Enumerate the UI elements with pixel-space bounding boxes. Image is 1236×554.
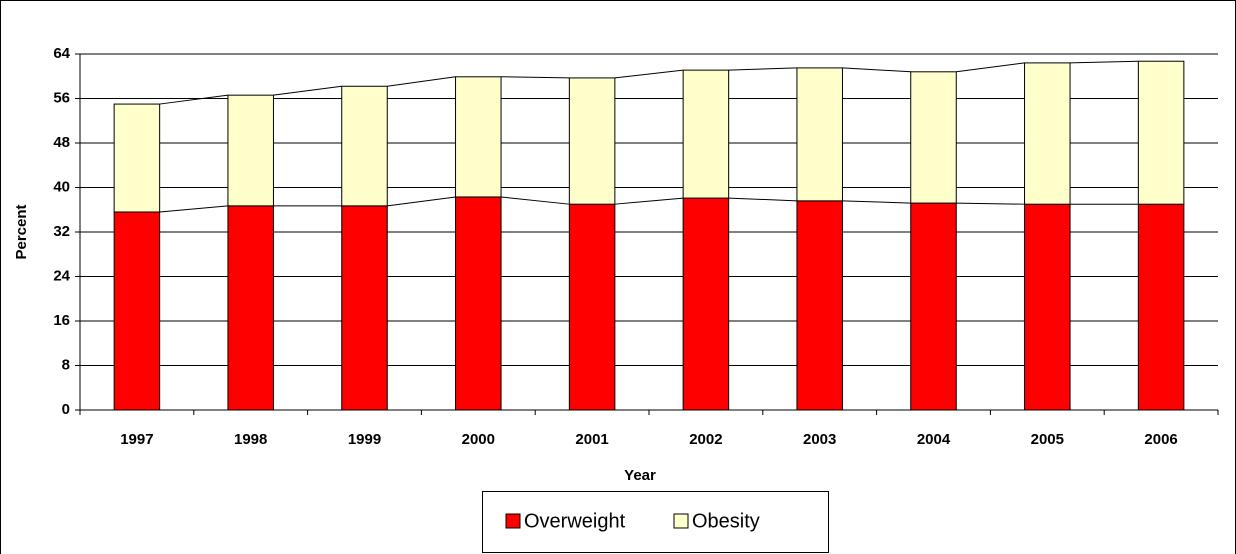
x-tick-label: 1999 — [348, 431, 381, 448]
x-tick-label: 2006 — [1144, 431, 1177, 448]
bar-segment — [113, 211, 161, 411]
y-tick-label: 40 — [53, 178, 70, 195]
y-axis-label: Percent — [13, 204, 30, 259]
y-tick-label: 56 — [53, 89, 70, 106]
bar-segment — [341, 205, 388, 411]
legend-box — [482, 491, 829, 553]
series-connector — [159, 94, 229, 105]
x-tick-label: 2003 — [803, 431, 836, 448]
bar-segment — [455, 76, 502, 198]
bar-segment — [910, 202, 957, 411]
bar-segment — [1024, 203, 1071, 411]
x-tick-label: 1998 — [234, 431, 267, 448]
series-connector — [728, 67, 797, 71]
series-connector — [387, 76, 456, 87]
bar-segment — [682, 197, 730, 411]
series-connector — [387, 196, 456, 207]
series-connector — [501, 196, 570, 205]
series-connector — [956, 202, 1025, 205]
bar-segment — [1137, 203, 1185, 411]
legend-label: Obesity — [692, 510, 760, 532]
x-tick-label: 2000 — [462, 431, 495, 448]
y-tick-label: 48 — [53, 134, 70, 151]
bar-segment — [568, 203, 616, 411]
bar-segment — [1137, 60, 1185, 205]
bar-segment — [113, 103, 161, 213]
x-tick-label: 2004 — [917, 431, 951, 448]
x-tick-label: 2002 — [689, 431, 722, 448]
legend-label: Overweight — [524, 510, 626, 532]
series-connector — [842, 200, 911, 204]
y-tick-label: 16 — [53, 312, 70, 329]
x-tick-label: 2001 — [575, 431, 608, 448]
y-tick-label: 24 — [53, 267, 70, 284]
y-tick-label: 64 — [53, 45, 70, 62]
legend-swatch — [673, 513, 689, 529]
bar-segment — [682, 69, 730, 199]
legend-swatch — [505, 513, 521, 529]
bar-segment — [341, 85, 388, 207]
y-tick-label: 8 — [62, 356, 70, 373]
series-connector — [614, 69, 684, 79]
series-connector — [159, 205, 228, 213]
x-axis-label: Year — [624, 467, 656, 484]
bar-segment — [227, 94, 274, 207]
bar-segment — [455, 196, 502, 411]
y-tick-label: 0 — [62, 401, 70, 418]
series-connector — [956, 62, 1025, 73]
series-connector — [501, 76, 570, 79]
bar-segment — [796, 67, 843, 202]
series-connector — [842, 67, 911, 73]
series-connector — [728, 197, 797, 202]
series-connector — [1070, 60, 1139, 64]
series-connector — [614, 197, 684, 205]
bar-segment — [227, 205, 274, 411]
x-tick-label: 2005 — [1031, 431, 1064, 448]
x-tick-label: 1997 — [120, 431, 153, 448]
bar-segment — [910, 71, 957, 204]
series-connector — [273, 85, 342, 96]
y-tick-label: 32 — [53, 223, 70, 240]
bar-segment — [568, 77, 616, 205]
bar-segment — [1024, 62, 1071, 205]
bar-segment — [796, 200, 843, 411]
